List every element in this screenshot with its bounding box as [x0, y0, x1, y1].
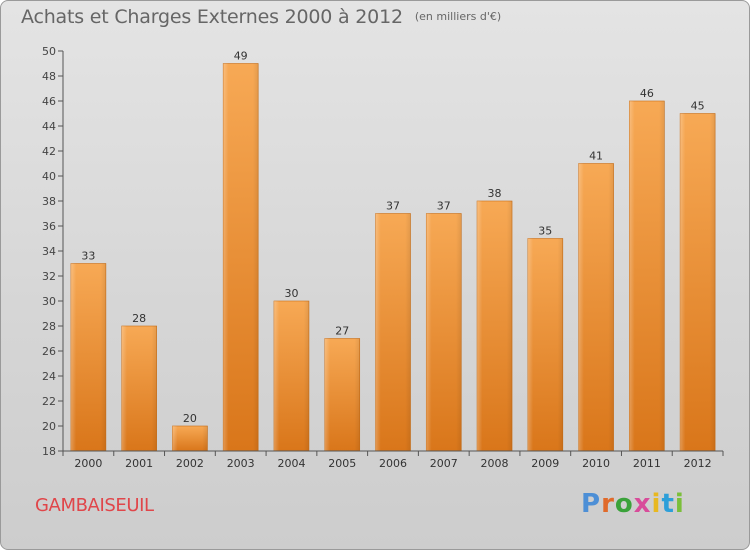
x-tick-label: 2008: [481, 457, 509, 470]
x-tick-label: 2006: [379, 457, 407, 470]
chart-title-text: Achats et Charges Externes 2000 à 2012: [21, 6, 403, 28]
y-tick-label: 36: [42, 220, 56, 233]
y-tick-label: 18: [42, 445, 56, 458]
bar-shading: [629, 101, 665, 451]
bar-value-label: 38: [488, 187, 502, 200]
bar-shading: [121, 326, 157, 451]
bar-value-label: 28: [132, 312, 146, 325]
bar-shading: [578, 163, 614, 451]
bar-value-label: 41: [589, 150, 603, 163]
y-tick-label: 28: [42, 320, 56, 333]
town-name: GAMBAISEUIL: [35, 495, 154, 516]
y-tick-label: 46: [42, 95, 56, 108]
x-tick-label: 2012: [684, 457, 712, 470]
y-axis: 18 20 22 24 26 28 30 32 34 36 38 40 42 44 46 48 50: [42, 45, 64, 458]
bar-value-label: 30: [284, 287, 298, 300]
bar-value-label: 45: [691, 100, 705, 113]
bar-value-label: 35: [538, 225, 552, 238]
bar-shading: [324, 338, 360, 451]
bar-shading: [70, 263, 106, 451]
y-tick-label: 44: [42, 120, 56, 133]
x-tick-label: 2007: [430, 457, 458, 470]
y-tick-label: 42: [42, 145, 56, 158]
bar-value-label: 49: [234, 50, 248, 63]
chart-title: Achats et Charges Externes 2000 à 2012 (e…: [21, 6, 501, 28]
bar-value-label: 46: [640, 87, 654, 100]
bar-shading: [273, 301, 309, 451]
y-tick-label: 40: [42, 170, 56, 183]
y-tick-label: 20: [42, 420, 56, 433]
bars-group: 33 28 20 49 30 27 37 37 38 35 41 46 45: [70, 50, 716, 452]
x-tick-label: 2001: [125, 457, 153, 470]
x-tick-label: 2003: [227, 457, 255, 470]
bar-value-label: 27: [335, 325, 349, 338]
y-tick-label: 30: [42, 295, 56, 308]
bar-shading: [477, 201, 513, 451]
x-axis: 2000 2001 2002 2003 2004 2005 2006 2007 2008 2009…: [62, 450, 724, 470]
bar-shading: [172, 426, 208, 451]
y-tick-label: 34: [42, 245, 56, 258]
x-tick-label: 2011: [633, 457, 661, 470]
bar-value-label: 33: [81, 250, 95, 263]
bar-shading: [375, 213, 411, 451]
y-tick-label: 50: [42, 45, 56, 58]
bar-value-label: 20: [183, 412, 197, 425]
proxiti-logo: Proxiti: [581, 489, 685, 519]
y-tick-label: 24: [42, 370, 56, 383]
y-tick-label: 48: [42, 70, 56, 83]
y-tick-label: 22: [42, 395, 56, 408]
x-tick-label: 2005: [328, 457, 356, 470]
x-tick-label: 2009: [531, 457, 559, 470]
y-tick-label: 32: [42, 270, 56, 283]
bar-value-label: 37: [437, 200, 451, 213]
bar-shading: [527, 238, 563, 451]
chart-unit-note: (en milliers d'€): [414, 10, 502, 23]
x-tick-label: 2002: [176, 457, 204, 470]
y-tick-label: 26: [42, 345, 56, 358]
bar-value-label: 37: [386, 200, 400, 213]
x-tick-label: 2004: [277, 457, 305, 470]
bar-shading: [426, 213, 462, 451]
x-tick-label: 2010: [582, 457, 610, 470]
bar-shading: [223, 63, 259, 451]
x-tick-label: 2000: [74, 457, 102, 470]
y-tick-label: 38: [42, 195, 56, 208]
bar-shading: [680, 113, 716, 451]
